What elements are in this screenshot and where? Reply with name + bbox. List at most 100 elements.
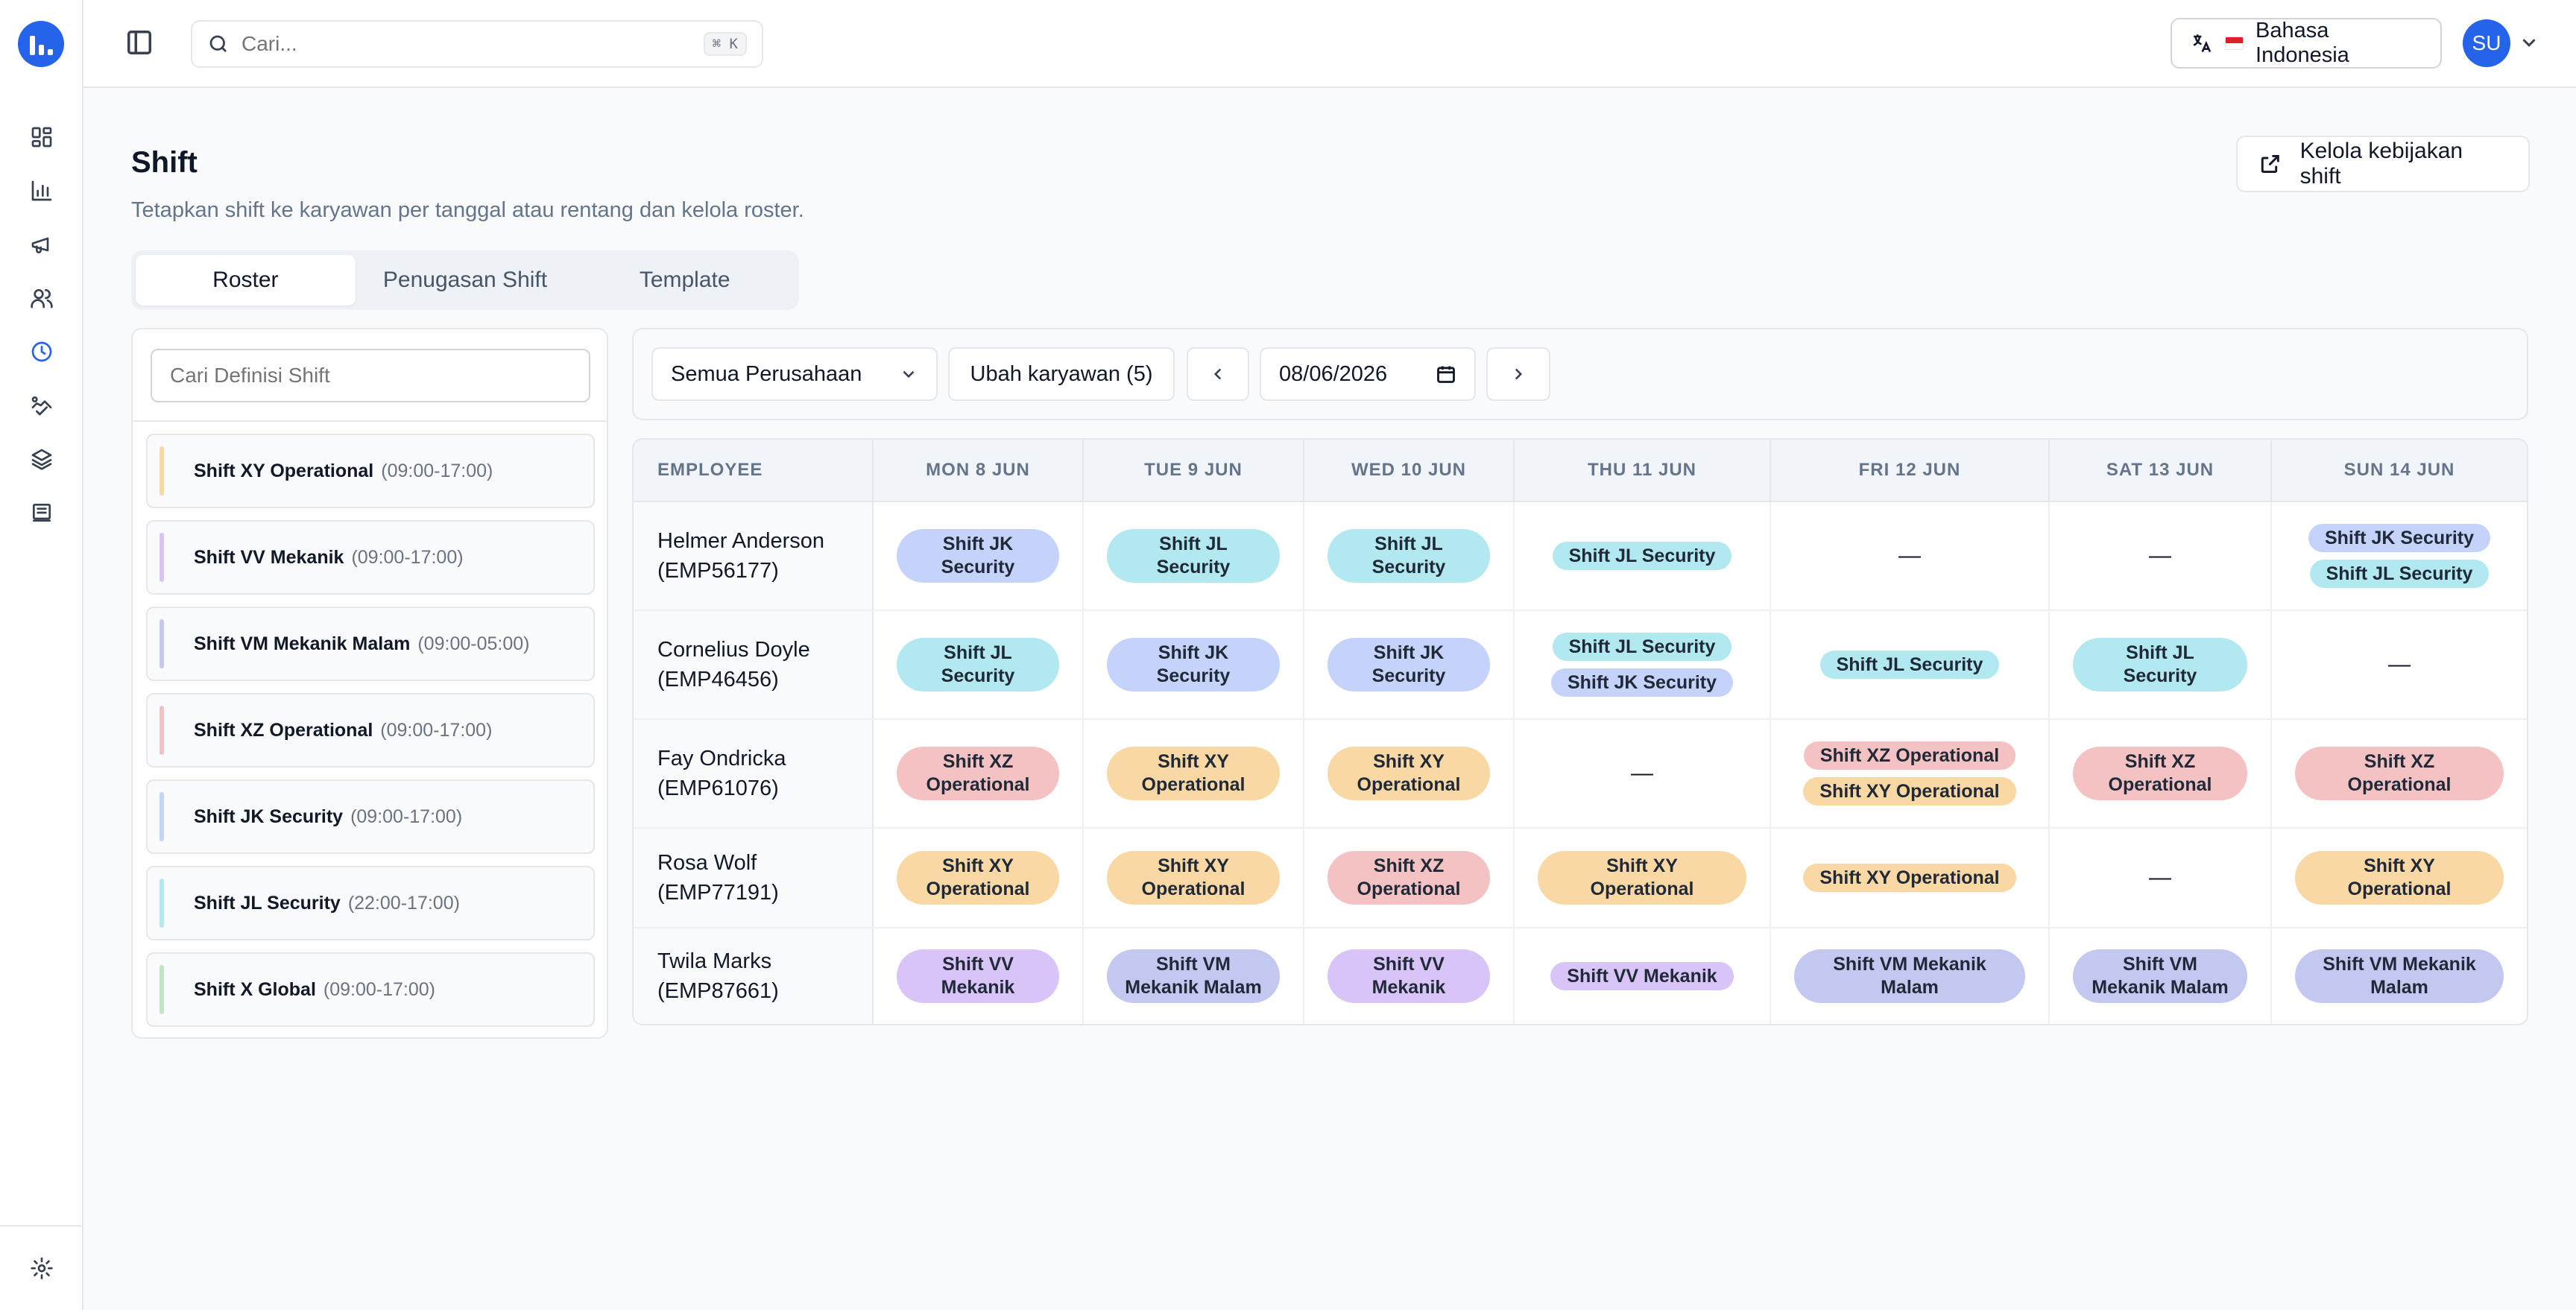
roster-cell[interactable]: Shift VM Mekanik Malam	[1771, 928, 2050, 1024]
change-employees-button[interactable]: Ubah karyawan (5)	[948, 347, 1175, 401]
manage-shift-policy-button[interactable]: Kelola kebijakan shift	[2236, 136, 2530, 192]
roster-cell[interactable]: Shift JK Security	[1304, 611, 1515, 720]
tab-shift-assignment[interactable]: Penugasan Shift	[382, 268, 548, 292]
shift-pill[interactable]: Shift XY Operational	[2295, 851, 2504, 905]
shift-pill[interactable]: Shift JK Security	[2308, 524, 2491, 552]
roster-cell[interactable]: Shift JL Security Shift JK Security	[1515, 611, 1771, 720]
date-picker[interactable]: 08/06/2026	[1260, 347, 1476, 401]
clock-icon[interactable]	[27, 337, 57, 367]
shift-pill[interactable]: Shift VM Mekanik Malam	[2073, 949, 2247, 1003]
roster-cell[interactable]: Shift XZ Operational	[2272, 720, 2527, 829]
language-selector[interactable]: Bahasa Indonesia	[2171, 18, 2442, 69]
shift-pill[interactable]: Shift JL Security	[1328, 529, 1490, 583]
megaphone-icon[interactable]	[27, 230, 57, 259]
roster-cell[interactable]: Shift XZ Operational	[2050, 720, 2272, 829]
shift-pill[interactable]: Shift JK Security	[1107, 638, 1280, 692]
handshake-icon[interactable]	[27, 390, 57, 420]
shift-definition-item[interactable]: Shift JK Security (09:00-17:00)	[146, 779, 595, 854]
roster-cell[interactable]: Shift JL Security	[2050, 611, 2272, 720]
roster-cell[interactable]: Shift JK Security	[1084, 611, 1304, 720]
analytics-icon[interactable]	[27, 176, 57, 206]
shift-pill[interactable]: Shift XY Operational	[1107, 851, 1280, 905]
shift-pill[interactable]: Shift JL Security	[897, 638, 1059, 692]
roster-cell[interactable]: Shift JL Security	[1771, 611, 2050, 720]
chevron-down-icon[interactable]	[2518, 31, 2540, 54]
roster-cell[interactable]: Shift XZ Operational	[1304, 829, 1515, 928]
shift-pill[interactable]: Shift JK Security	[1328, 638, 1490, 692]
roster-cell[interactable]: Shift XY Operational	[1771, 829, 2050, 928]
shift-pill[interactable]: Shift XY Operational	[1803, 864, 2016, 892]
roster-cell[interactable]: Shift XY Operational	[1515, 829, 1771, 928]
company-select[interactable]: Semua Perusahaan	[651, 347, 938, 401]
global-search[interactable]: ⌘ K	[191, 20, 763, 68]
roster-cell[interactable]: Shift JL Security	[1084, 502, 1304, 611]
shift-pill[interactable]: Shift XZ Operational	[2073, 747, 2247, 800]
shift-pill[interactable]: Shift JL Security	[1107, 529, 1280, 583]
previous-week-button[interactable]	[1187, 347, 1249, 401]
roster-cell[interactable]: Shift JK Security	[874, 502, 1084, 611]
shift-pill[interactable]: Shift XY Operational	[1803, 777, 2016, 806]
roster-cell[interactable]: Shift XZ Operational Shift XY Operational	[1771, 720, 2050, 829]
roster-cell[interactable]: Shift XZ Operational	[874, 720, 1084, 829]
shift-pill[interactable]: Shift VV Mekanik	[1328, 949, 1490, 1003]
roster-cell[interactable]: —	[1771, 502, 2050, 611]
roster-cell[interactable]: Shift VM Mekanik Malam	[2050, 928, 2272, 1024]
next-week-button[interactable]	[1486, 347, 1550, 401]
roster-cell[interactable]: Shift JL Security	[1304, 502, 1515, 611]
roster-cell[interactable]: Shift JL Security	[874, 611, 1084, 720]
shift-pill[interactable]: Shift VM Mekanik Malam	[1107, 949, 1280, 1003]
shift-pill[interactable]: Shift XZ Operational	[1328, 851, 1490, 905]
shift-pill[interactable]: Shift JL Security	[1552, 633, 1732, 661]
shift-definition-search-input[interactable]	[151, 349, 590, 402]
shift-pill[interactable]: Shift JL Security	[1552, 542, 1732, 570]
roster-cell[interactable]: Shift VV Mekanik	[874, 928, 1084, 1024]
roster-cell[interactable]: Shift JK Security Shift JL Security	[2272, 502, 2527, 611]
roster-cell[interactable]: Shift VV Mekanik	[1515, 928, 1771, 1024]
shift-pill[interactable]: Shift JK Security	[897, 529, 1059, 583]
ledger-icon[interactable]	[27, 498, 57, 528]
shift-pill[interactable]: Shift VM Mekanik Malam	[1794, 949, 2025, 1003]
shift-pill[interactable]: Shift XZ Operational	[897, 747, 1059, 800]
shift-pill[interactable]: Shift XY Operational	[897, 851, 1059, 905]
roster-cell[interactable]: —	[2050, 829, 2272, 928]
roster-cell[interactable]: —	[2272, 611, 2527, 720]
tab-roster[interactable]: Roster	[136, 255, 356, 306]
shift-pill[interactable]: Shift JL Security	[2073, 638, 2247, 692]
roster-cell[interactable]: Shift JL Security	[1515, 502, 1771, 611]
roster-cell[interactable]: Shift XY Operational	[1084, 720, 1304, 829]
roster-cell[interactable]: Shift XY Operational	[2272, 829, 2527, 928]
shift-pill[interactable]: Shift VV Mekanik	[1550, 962, 1734, 990]
shift-definition-item[interactable]: Shift X Global (09:00-17:00)	[146, 952, 595, 1027]
settings-icon[interactable]	[27, 1253, 57, 1283]
shift-pill[interactable]: Shift JL Security	[2309, 560, 2490, 588]
roster-cell[interactable]: —	[1515, 720, 1771, 829]
shift-definition-item[interactable]: Shift XY Operational (09:00-17:00)	[146, 434, 595, 508]
roster-cell[interactable]: Shift XY Operational	[1304, 720, 1515, 829]
shift-definition-item[interactable]: Shift XZ Operational (09:00-17:00)	[146, 693, 595, 768]
shift-pill[interactable]: Shift VM Mekanik Malam	[2295, 949, 2504, 1003]
shift-pill[interactable]: Shift JL Security	[1819, 651, 2000, 679]
shift-pill[interactable]: Shift XZ Operational	[2295, 747, 2504, 800]
avatar[interactable]: SU	[2463, 19, 2510, 67]
shift-definition-item[interactable]: Shift VM Mekanik Malam (09:00-05:00)	[146, 607, 595, 681]
shift-pill[interactable]: Shift JK Security	[1550, 668, 1734, 697]
shift-pill[interactable]: Shift VV Mekanik	[897, 949, 1059, 1003]
tab-template[interactable]: Template	[639, 268, 730, 292]
search-input[interactable]	[242, 32, 704, 56]
shift-pill[interactable]: Shift XZ Operational	[1803, 741, 2016, 770]
roster-cell[interactable]: Shift VM Mekanik Malam	[1084, 928, 1304, 1024]
shift-pill[interactable]: Shift XY Operational	[1107, 747, 1280, 800]
roster-cell[interactable]: Shift VV Mekanik	[1304, 928, 1515, 1024]
users-icon[interactable]	[27, 283, 57, 313]
roster-cell[interactable]: Shift VM Mekanik Malam	[2272, 928, 2527, 1024]
sidebar-toggle-icon[interactable]	[125, 28, 155, 58]
roster-cell[interactable]: Shift XY Operational	[874, 829, 1084, 928]
dashboard-icon[interactable]	[27, 122, 57, 152]
app-logo[interactable]	[18, 21, 64, 67]
shift-pill[interactable]: Shift XY Operational	[1328, 747, 1490, 800]
roster-cell[interactable]: —	[2050, 502, 2272, 611]
layers-icon[interactable]	[27, 444, 57, 474]
shift-pill[interactable]: Shift XY Operational	[1538, 851, 1746, 905]
shift-definition-item[interactable]: Shift VV Mekanik (09:00-17:00)	[146, 520, 595, 595]
shift-definition-item[interactable]: Shift JL Security (22:00-17:00)	[146, 866, 595, 940]
